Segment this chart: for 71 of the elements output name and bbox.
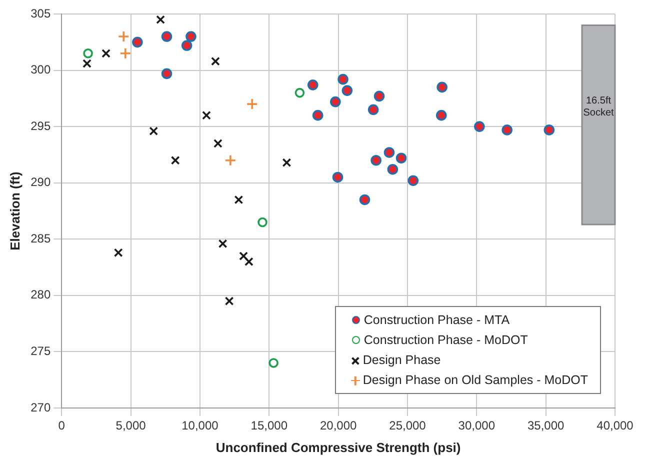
point: [120, 48, 132, 60]
point: [332, 172, 344, 183]
x-tick-label: 35,000: [527, 418, 565, 433]
point: [387, 164, 398, 175]
point: [186, 31, 196, 42]
legend-label: Design Phase: [362, 352, 441, 369]
x-tick-label: 40,000: [596, 418, 634, 433]
point: [384, 147, 395, 158]
point: [239, 252, 248, 260]
y-tick-label: 300: [30, 62, 51, 77]
x-tick-label: 25,000: [389, 418, 426, 433]
point: [342, 85, 353, 96]
legend-label: Construction Phase - MoDOT: [364, 332, 528, 349]
x-tick-label: 30,000: [458, 418, 496, 433]
point: [338, 74, 348, 85]
point: [408, 175, 419, 186]
point: [368, 104, 379, 116]
point: [502, 124, 512, 136]
point: [396, 152, 407, 164]
point: [224, 296, 234, 306]
point: [307, 80, 318, 90]
point: [161, 68, 172, 80]
point: [436, 110, 447, 121]
point: [114, 248, 123, 258]
point: [234, 195, 244, 204]
legend-label: Construction Phase - MTA: [364, 312, 510, 329]
y-tick-label: 280: [30, 288, 51, 302]
x-tick-label: 15,000: [250, 418, 288, 433]
y-tick-label: 290: [30, 175, 51, 190]
y-tick-label: 285: [30, 231, 51, 246]
point: [282, 158, 292, 168]
point: [161, 31, 172, 42]
y-tick-label: 295: [30, 118, 51, 133]
point: [214, 139, 222, 148]
point: [258, 217, 268, 228]
point: [268, 358, 278, 368]
band-label: 16.5ft Socket: [583, 95, 614, 118]
y-tick-label: 270: [30, 400, 51, 414]
point: [330, 96, 341, 108]
x-tick-label: 0: [58, 418, 66, 433]
point: [156, 15, 165, 24]
point: [83, 48, 93, 58]
point: [370, 154, 382, 166]
point: [170, 156, 180, 165]
point: [181, 40, 192, 51]
point: [132, 36, 143, 48]
point: [202, 110, 211, 120]
point: [294, 88, 305, 98]
x-axis-title: Unconfined Compressive Strength (psi): [216, 440, 461, 455]
x-tick-label: 10,000: [182, 418, 219, 433]
point: [82, 59, 92, 68]
x-tick-label: 5,000: [116, 418, 146, 433]
point: [474, 121, 485, 132]
point: [244, 257, 254, 266]
point: [544, 124, 555, 136]
point: [211, 56, 220, 66]
point: [218, 239, 228, 248]
legend-label: Design Phase on Old Samples - MoDOT: [362, 372, 588, 389]
point: [359, 194, 370, 206]
y-tick-label: 275: [30, 344, 51, 358]
point: [312, 110, 324, 121]
point: [102, 48, 110, 58]
x-tick-label: 20,000: [320, 418, 357, 433]
y-tick-label: 305: [30, 6, 51, 20]
point: [436, 82, 448, 93]
point: [118, 30, 130, 42]
point: [224, 154, 236, 166]
point: [374, 90, 385, 102]
point: [246, 98, 258, 110]
y-axis-title: Elevation (ft): [7, 172, 22, 250]
point: [149, 126, 158, 136]
